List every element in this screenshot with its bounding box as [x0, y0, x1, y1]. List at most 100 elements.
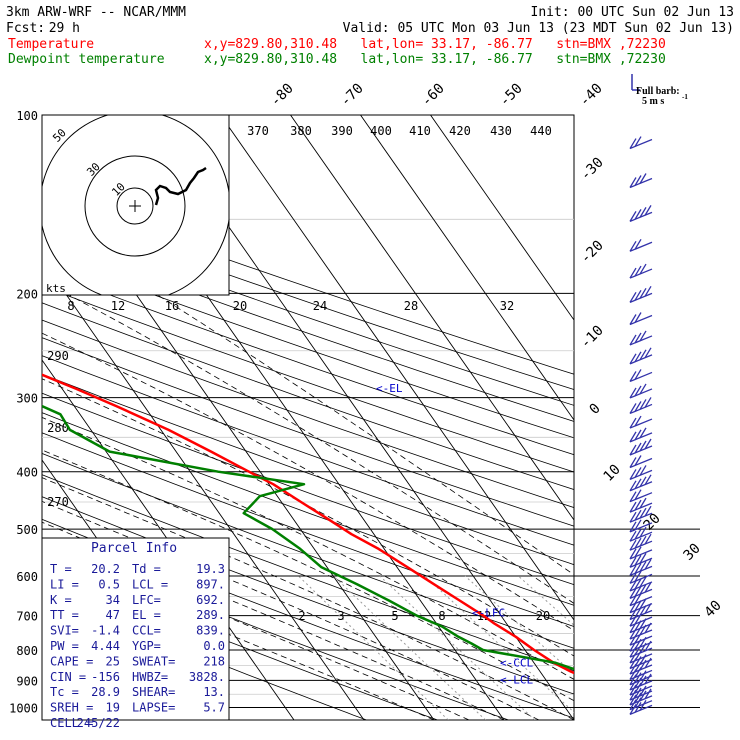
wind-barb-flag — [629, 457, 637, 468]
wind-barb-flag — [644, 582, 652, 593]
pressure-label: 700 — [16, 610, 38, 624]
wind-barb — [629, 570, 653, 584]
parcel-info-cell: Tc = — [50, 685, 79, 699]
dry-adiabat — [42, 269, 574, 456]
wind-barb-flag — [644, 397, 652, 408]
wind-barb-flag — [644, 205, 652, 216]
wind-barb-flag — [639, 349, 647, 361]
wind-barb-flag — [629, 615, 637, 627]
wind-barb-staff — [629, 138, 653, 150]
parcel-info-cell: PW = — [50, 639, 79, 653]
wind-barb-flag — [634, 442, 642, 454]
isotherm-label: -30 — [578, 155, 607, 184]
parcel-info-cell: K = — [50, 593, 72, 607]
parcel-info-cell: 289. — [196, 608, 225, 622]
wind-barb — [629, 474, 653, 492]
wind-barb-flag — [639, 330, 647, 342]
wind-barb-flag — [644, 603, 652, 614]
isotherm-label: 0 — [587, 401, 604, 418]
pressure-label: 300 — [16, 392, 38, 406]
wind-barb-flag — [634, 607, 642, 618]
wet-bulb-axis-label: 20 — [233, 299, 247, 313]
wind-barb-flag — [634, 509, 642, 521]
wind-barb-flag — [639, 605, 647, 616]
wind-barb — [629, 582, 653, 599]
wind-barb-flag — [639, 427, 647, 439]
wind-barb-flag — [629, 292, 637, 303]
wind-barb-flag — [629, 480, 637, 492]
moist-adiabat — [42, 477, 574, 720]
wind-barb-flag — [634, 312, 642, 323]
wind-barb-flag — [634, 519, 642, 531]
wind-barb-flag — [629, 565, 637, 576]
wind-barb-flag — [629, 267, 637, 279]
parcel-info-cell: YGP= — [132, 639, 161, 653]
pressure-label: 1000 — [9, 701, 38, 715]
parcel-info-cell: Td = — [132, 562, 161, 576]
theta-label: 420 — [449, 124, 471, 138]
wind-barb — [629, 505, 653, 523]
wind-barb-flag — [644, 657, 652, 669]
wind-barb-flag — [634, 554, 642, 566]
moist-adiabat — [42, 557, 435, 720]
wind-barb-flag — [634, 415, 642, 427]
parcel-info-cell: 47 — [106, 608, 120, 622]
wind-barb-flag — [639, 507, 647, 519]
isotherm-label: -70 — [338, 81, 367, 110]
pressure-label: 100 — [16, 109, 38, 123]
pressure-label: 400 — [16, 466, 38, 480]
mixing-ratio-label: 5 — [391, 609, 398, 623]
wind-barb-staff — [629, 549, 653, 560]
wind-barb — [629, 312, 653, 326]
wind-barb — [629, 519, 653, 533]
wind-barb — [629, 526, 653, 542]
moist-adiabat — [42, 417, 574, 680]
hodograph-trace — [154, 166, 207, 206]
wind-barb-flag — [629, 240, 637, 252]
theta-label: 380 — [290, 124, 312, 138]
wind-barb-flag — [629, 511, 637, 523]
model-title: 3km ARW-WRF -- NCAR/MMM — [6, 5, 186, 20]
wind-barb-flag — [629, 689, 637, 701]
wind-barb — [629, 700, 653, 715]
wind-barb-flag — [639, 173, 647, 184]
wind-barb-flag — [629, 588, 637, 599]
isotherm-label: 10 — [601, 462, 624, 485]
isotherm-label: 30 — [681, 541, 704, 564]
wind-barb-flag — [639, 288, 647, 299]
mixing-ratio-label: 2 — [298, 609, 305, 623]
parcel-info-cell: 218 — [203, 654, 225, 668]
theta-label: 440 — [530, 124, 552, 138]
wind-barb-flag — [639, 399, 647, 410]
theta-side-label: 270 — [47, 495, 69, 509]
parcel-info-cell: CELL = — [50, 716, 93, 730]
wind-barb — [629, 397, 653, 415]
level-marker-ccl: <-CCL — [500, 656, 533, 669]
wind-barb — [629, 286, 653, 303]
wind-barb-flag — [629, 674, 637, 686]
level-marker-el: <-EL — [376, 382, 403, 395]
wind-barb-flag — [634, 546, 642, 558]
wind-barb-flag — [629, 679, 637, 691]
wind-barb-flag — [629, 501, 637, 513]
moist-adiabat — [42, 500, 540, 720]
full-barb-legend: Full barb: 5 m s -1 — [631, 74, 688, 107]
wet-bulb-axis-label: 24 — [313, 299, 327, 313]
parcel-info-cell: 897. — [196, 577, 225, 591]
dewpoint-location-info: x,y=829.80,310.48 lat,lon= 33.17, -86.77… — [204, 52, 666, 67]
forecast-label: Fcst: — [6, 21, 45, 36]
wind-barb-flag — [629, 521, 637, 533]
wind-barb-flag — [629, 622, 637, 633]
wind-barb-flag — [634, 578, 642, 590]
theta-label: 410 — [409, 124, 431, 138]
wind-barb — [629, 173, 653, 189]
wind-barb-flag — [639, 618, 647, 629]
parcel-info-panel: Parcel Info T = 20.2 Td = 19.3 LI = 0.5 LCL = 8… — [41, 537, 230, 730]
wind-barb-flag — [629, 580, 637, 592]
wet-bulb-axis-label: 28 — [404, 299, 418, 313]
parcel-info-cell: LAPSE= — [132, 701, 175, 715]
wind-barb-flag — [629, 609, 637, 620]
wind-barb-flag — [634, 563, 642, 574]
wind-barb-flag — [639, 526, 647, 538]
parcel-info-cell: 4.44 — [91, 639, 120, 653]
